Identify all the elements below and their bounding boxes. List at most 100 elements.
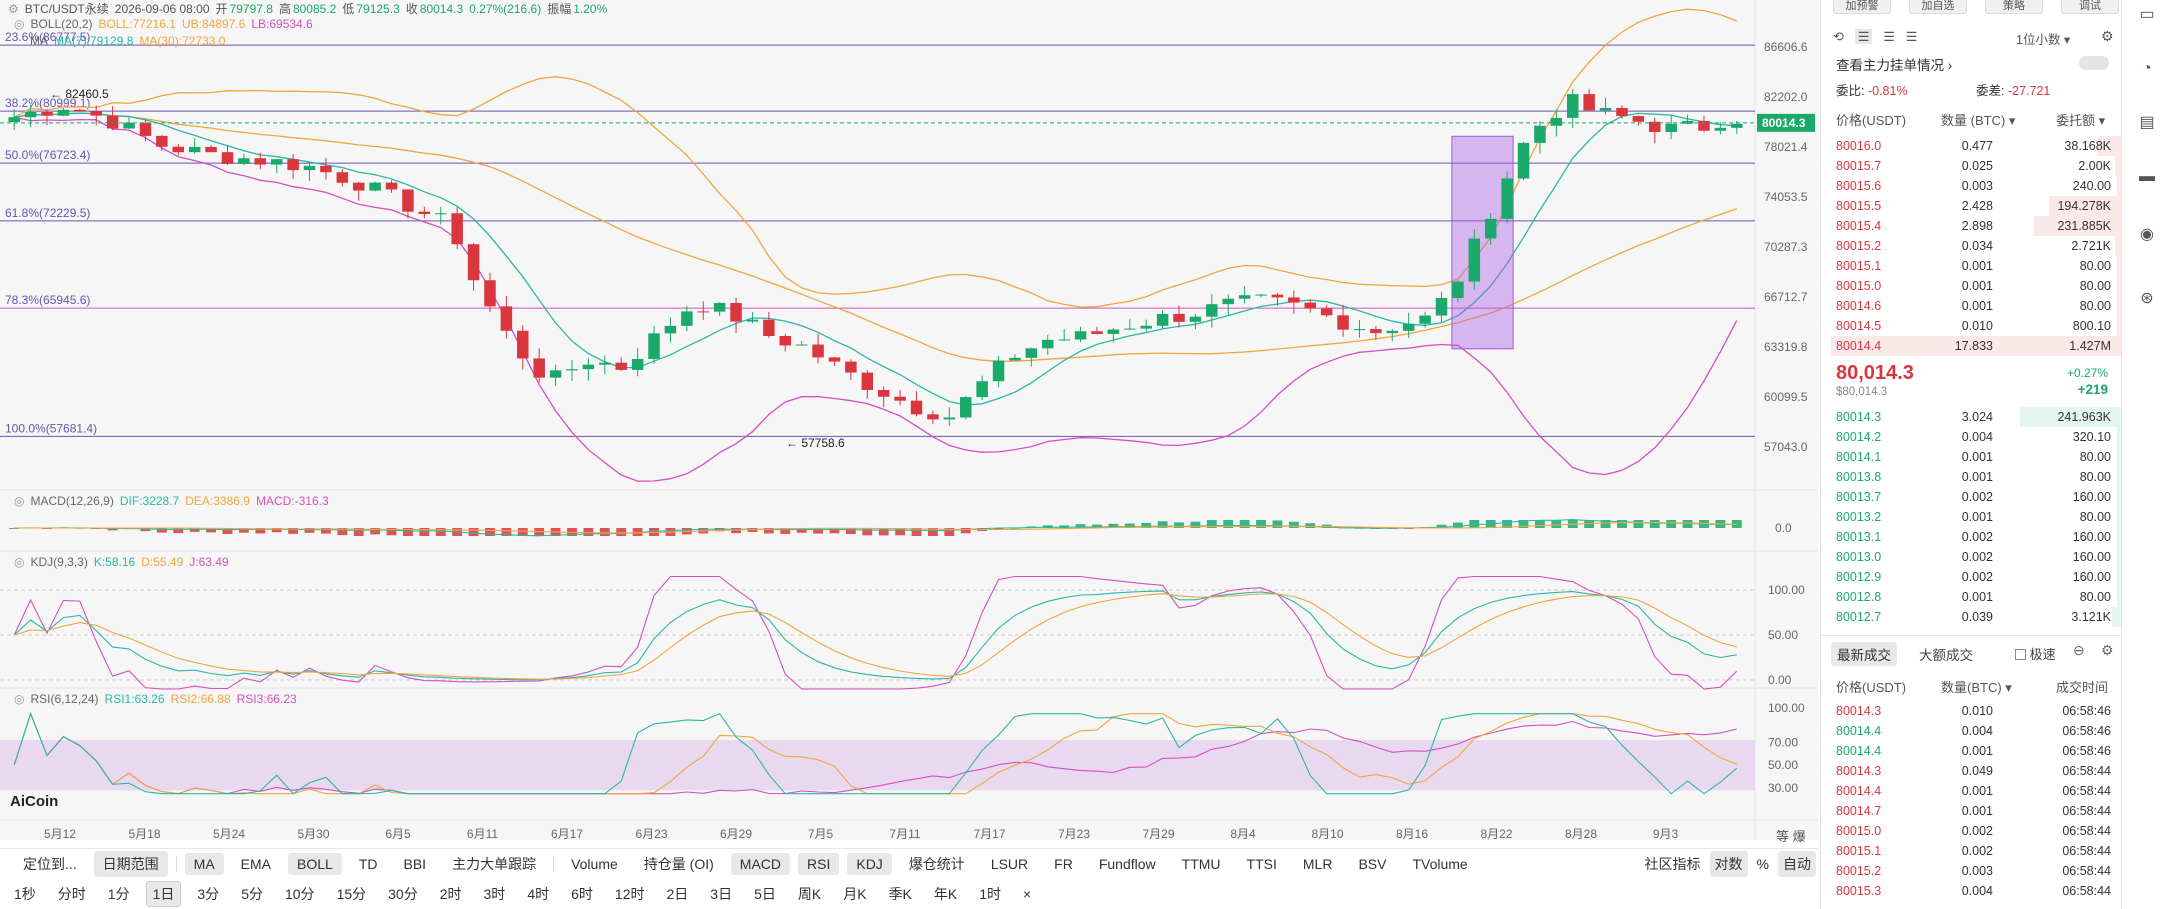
trade-settings-icon[interactable]: ⚙ [2101, 642, 2114, 658]
timeframe-18[interactable]: 月K [843, 885, 867, 902]
debug-button[interactable]: 调试 [2061, 0, 2119, 14]
indicator-7[interactable]: 主力大单跟踪 [452, 855, 537, 872]
ask-row[interactable]: 80015.6 0.003 240.00 [1821, 176, 2121, 196]
toolbar-community[interactable]: 社区指标 [1644, 855, 1701, 872]
indicator-20[interactable]: BSV [1358, 855, 1387, 872]
ask-row[interactable]: 80015.7 0.025 2.00K [1821, 156, 2121, 176]
indicator-12[interactable]: KDJ [847, 852, 892, 875]
tab-latest-trades[interactable]: 最新成交 [1831, 642, 1897, 666]
bid-row[interactable]: 80013.1 0.002 160.00 [1821, 527, 2121, 547]
bid-row[interactable]: 80014.2 0.004 320.10 [1821, 427, 2121, 447]
bid-row[interactable]: 80013.0 0.002 160.00 [1821, 547, 2121, 567]
orderbook-view-icons[interactable]: ⟲ ☰ ☰ ☰ [1833, 29, 1917, 45]
indicator-1[interactable]: 日期范围 [93, 850, 168, 877]
timeframe-10[interactable]: 3时 [483, 885, 506, 902]
strategy-button[interactable]: 策略 [1985, 0, 2043, 14]
bid-row[interactable]: 80014.1 0.001 80.00 [1821, 447, 2121, 467]
indicator-2[interactable]: MA [184, 852, 224, 875]
ask-row[interactable]: 80014.5 0.010 800.10 [1821, 316, 2121, 336]
timeframe-17[interactable]: 周K [797, 885, 822, 902]
col-total[interactable]: 委托额 ▾ [2056, 113, 2106, 128]
card-icon[interactable]: ▬ [2139, 168, 2155, 185]
equal-scale-button[interactable]: 等 [1776, 829, 1790, 844]
indicator-21[interactable]: TVolume [1412, 855, 1468, 872]
indicator-5[interactable]: TD [358, 855, 378, 872]
tab-big-trades[interactable]: 大额成交 [1919, 648, 1973, 663]
bid-row[interactable]: 80012.7 0.039 3.121K [1821, 607, 2121, 627]
eye-icon[interactable]: ◎ [14, 692, 25, 706]
close-icon[interactable]: × [1023, 885, 1032, 902]
decimal-select[interactable]: 1位小数 ▾ [2016, 33, 2071, 47]
indicator-10[interactable]: MACD [730, 852, 791, 875]
filter-icon[interactable]: ⊖ [2073, 642, 2085, 658]
timeframe-21[interactable]: 1时 [979, 885, 1002, 902]
bid-row[interactable]: 80013.8 0.001 80.00 [1821, 467, 2121, 487]
timeframe-13[interactable]: 12时 [614, 885, 645, 902]
alert-button[interactable]: 加预警 [1833, 0, 1891, 14]
bid-row[interactable]: 80013.2 0.001 80.00 [1821, 507, 2121, 527]
timeframe-15[interactable]: 3日 [710, 885, 733, 902]
timeframe-19[interactable]: 季K [888, 885, 912, 902]
timeframe-6[interactable]: 10分 [284, 885, 315, 902]
ask-row[interactable]: 80016.0 0.477 38.168K [1821, 136, 2121, 156]
scale-buttons[interactable]: 等 爆 [1776, 826, 1806, 845]
timeframe-4[interactable]: 3分 [197, 885, 220, 902]
fast-checkbox[interactable]: 极速 [2015, 644, 2056, 663]
bid-row[interactable]: 80012.9 0.002 160.00 [1821, 567, 2121, 587]
timeframe-11[interactable]: 4时 [527, 885, 550, 902]
exchange-icon[interactable]: ⊛ [2140, 290, 2154, 307]
asks-only-icon[interactable]: ☰ [1905, 29, 1918, 44]
chart-icon[interactable]: ▤ [2139, 114, 2155, 131]
indicator-17[interactable]: TTMU [1181, 855, 1221, 872]
indicator-6[interactable]: BBI [403, 855, 427, 872]
toolbar-log[interactable]: 对数 [1709, 850, 1748, 877]
bids-only-icon[interactable]: ☰ [1883, 29, 1895, 44]
trade-col-qty[interactable]: 数量(BTC) ▾ [1941, 680, 2012, 695]
eye-icon[interactable]: ◎ [14, 494, 25, 508]
big-orders-link[interactable]: 查看主力挂单情况 › [1836, 58, 1953, 73]
clock-icon[interactable]: ◔ [2142, 60, 2152, 77]
ask-row[interactable]: 80015.0 0.001 80.00 [1821, 276, 2121, 296]
ask-row[interactable]: 80015.2 0.034 2.721K [1821, 236, 2121, 256]
indicator-16[interactable]: Fundflow [1098, 855, 1156, 872]
timeframe-2[interactable]: 1分 [107, 885, 130, 902]
indicator-8[interactable]: Volume [571, 855, 618, 872]
ask-row[interactable]: 80014.4 17.833 1.427M [1821, 336, 2121, 356]
robot-icon[interactable]: ◉ [2140, 226, 2154, 243]
eye-icon[interactable]: ◎ [14, 555, 25, 569]
document-icon[interactable]: ▭ [2139, 6, 2155, 23]
liquidation-button[interactable]: 爆 [1792, 829, 1806, 844]
indicator-11[interactable]: RSI [798, 852, 840, 875]
gear-icon[interactable]: ⚙ [8, 2, 19, 16]
timeframe-0[interactable]: 1秒 [14, 885, 36, 902]
indicator-3[interactable]: EMA [240, 855, 272, 872]
timeframe-8[interactable]: 30分 [388, 885, 418, 902]
eye-icon[interactable]: ◎ [14, 17, 25, 31]
ask-row[interactable]: 80014.6 0.001 80.00 [1821, 296, 2121, 316]
timeframe-20[interactable]: 年K [933, 885, 958, 902]
bid-row[interactable]: 80014.3 3.024 241.963K [1821, 407, 2121, 427]
indicator-19[interactable]: MLR [1302, 855, 1333, 872]
toolbar-percent[interactable]: % [1756, 855, 1769, 872]
settings-icon[interactable]: ⚙ [2101, 28, 2114, 44]
indicator-9[interactable]: 持仓量 (OI) [643, 855, 714, 872]
both-sides-icon[interactable]: ☰ [1854, 29, 1873, 44]
indicator-14[interactable]: LSUR [990, 855, 1029, 872]
timeframe-7[interactable]: 15分 [336, 885, 367, 902]
bid-row[interactable]: 80013.7 0.002 160.00 [1821, 487, 2121, 507]
chart-area[interactable]: 86606.6 82202.0 78021.4 74053.5 70287.3 66712… [0, 0, 1818, 844]
ask-row[interactable]: 80015.5 2.428 194.278K [1821, 196, 2121, 216]
indicator-0[interactable]: 定位到... [23, 855, 77, 872]
col-qty[interactable]: 数量 (BTC) ▾ [1941, 113, 2016, 128]
indicator-15[interactable]: FR [1054, 855, 1073, 872]
indicator-18[interactable]: TTSI [1246, 855, 1277, 872]
timeframe-3[interactable]: 1日 [145, 880, 182, 907]
timeframe-5[interactable]: 5分 [241, 885, 263, 902]
bid-row[interactable]: 80012.8 0.001 80.00 [1821, 587, 2121, 607]
refresh-icon[interactable]: ⟲ [1833, 29, 1844, 44]
indicator-13[interactable]: 爆仓统计 [908, 855, 965, 872]
timeframe-9[interactable]: 2时 [439, 885, 462, 902]
watchlist-button[interactable]: 加自选 [1909, 0, 1967, 14]
timeframe-1[interactable]: 分时 [57, 885, 86, 902]
timeframe-16[interactable]: 5日 [754, 885, 776, 902]
